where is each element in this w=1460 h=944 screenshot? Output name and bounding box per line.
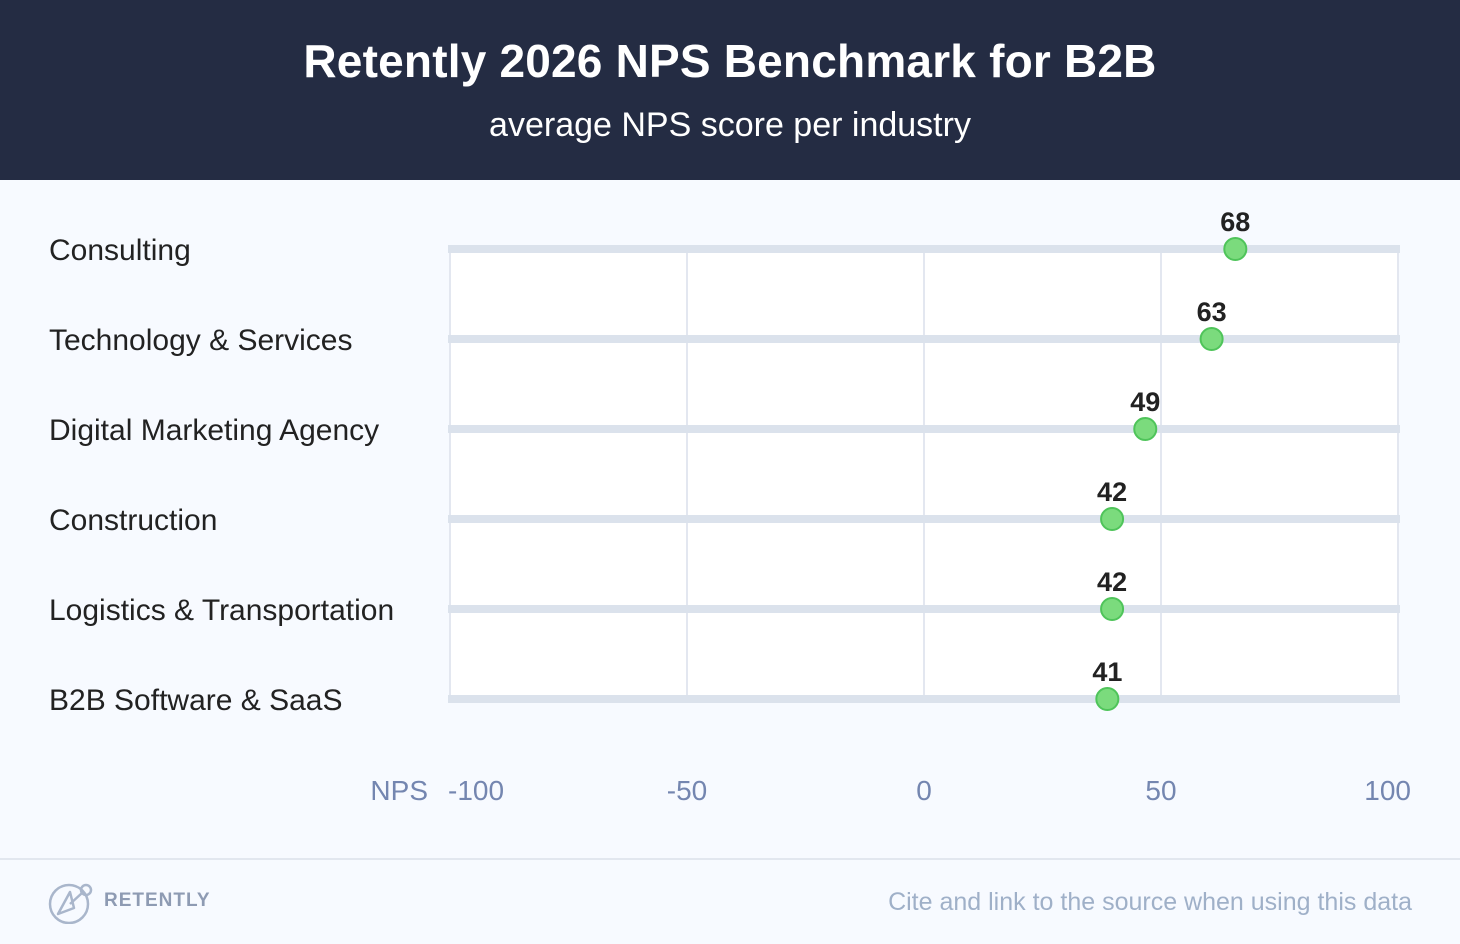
category-label-4: Logistics & Transportation (49, 594, 394, 627)
value-label-2: 49 (1130, 387, 1160, 417)
value-label-3: 42 (1097, 477, 1127, 507)
category-label-5: B2B Software & SaaS (49, 684, 343, 717)
footer: RETENTLY Cite and link to the source whe… (0, 858, 1460, 944)
value-label-5: 41 (1092, 657, 1122, 687)
x-tick-label-0: -100 (448, 775, 504, 806)
data-point-2 (1133, 417, 1158, 441)
data-point-5 (1095, 687, 1120, 711)
data-point-1 (1199, 327, 1224, 351)
x-tick-label-2: 0 (916, 775, 932, 806)
category-label-0: Consulting (49, 234, 191, 267)
value-label-1: 63 (1197, 297, 1227, 327)
category-label-3: Construction (49, 504, 217, 537)
value-label-0: 68 (1220, 207, 1250, 237)
x-axis-title: NPS (370, 775, 428, 806)
category-label-2: Digital Marketing Agency (49, 414, 379, 447)
chart-title: Retently 2026 NPS Benchmark for B2B (303, 35, 1157, 87)
category-label-1: Technology & Services (49, 324, 353, 357)
x-tick-label-4: 100 (1364, 775, 1411, 806)
retently-logo-icon (48, 883, 93, 924)
x-tick-label-1: -50 (667, 775, 707, 806)
data-point-4 (1100, 597, 1125, 621)
data-point-0 (1223, 237, 1248, 261)
value-label-4: 42 (1097, 567, 1127, 597)
chart-header: Retently 2026 NPS Benchmark for B2B aver… (0, 0, 1460, 180)
data-point-3 (1100, 507, 1125, 531)
x-tick-label-3: 50 (1145, 775, 1176, 806)
citation-note: Cite and link to the source when using t… (888, 888, 1412, 916)
brand-name: RETENTLY (104, 890, 211, 911)
chart-subtitle: average NPS score per industry (489, 106, 971, 144)
nps-dot-chart: Consulting 68 Technology & Services 63 Digit… (49, 207, 1411, 806)
